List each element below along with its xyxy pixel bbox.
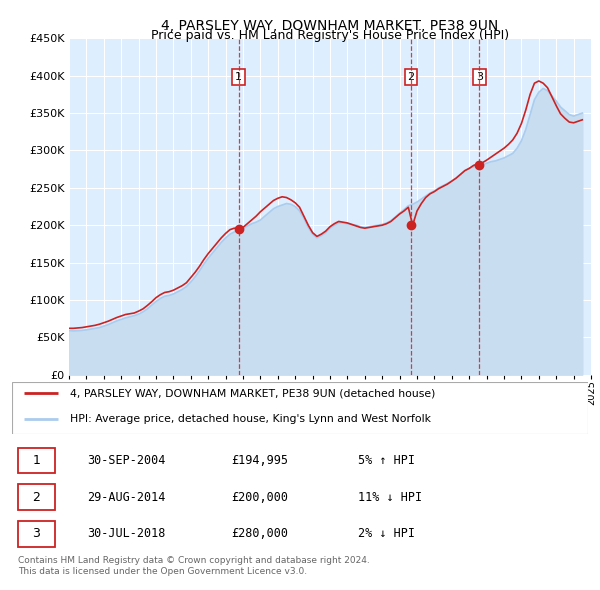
Text: 5% ↑ HPI: 5% ↑ HPI (358, 454, 415, 467)
Text: £200,000: £200,000 (231, 490, 288, 504)
Text: 4, PARSLEY WAY, DOWNHAM MARKET, PE38 9UN (detached house): 4, PARSLEY WAY, DOWNHAM MARKET, PE38 9UN… (70, 388, 435, 398)
Text: 3: 3 (476, 72, 483, 82)
Text: 3: 3 (32, 527, 40, 540)
Text: Contains HM Land Registry data © Crown copyright and database right 2024.
This d: Contains HM Land Registry data © Crown c… (18, 556, 370, 576)
Text: 30-SEP-2004: 30-SEP-2004 (87, 454, 165, 467)
Bar (18, 448, 55, 473)
Text: 4, PARSLEY WAY, DOWNHAM MARKET, PE38 9UN: 4, PARSLEY WAY, DOWNHAM MARKET, PE38 9UN (161, 19, 499, 33)
Text: 2: 2 (32, 490, 40, 504)
Text: 11% ↓ HPI: 11% ↓ HPI (358, 490, 422, 504)
Bar (18, 484, 55, 510)
Text: 2% ↓ HPI: 2% ↓ HPI (358, 527, 415, 540)
Text: 2: 2 (407, 72, 415, 82)
Bar (18, 521, 55, 546)
Text: 30-JUL-2018: 30-JUL-2018 (87, 527, 165, 540)
Text: £194,995: £194,995 (231, 454, 288, 467)
Text: HPI: Average price, detached house, King's Lynn and West Norfolk: HPI: Average price, detached house, King… (70, 414, 431, 424)
Text: 1: 1 (235, 72, 242, 82)
Text: Price paid vs. HM Land Registry's House Price Index (HPI): Price paid vs. HM Land Registry's House … (151, 30, 509, 42)
Text: 1: 1 (32, 454, 40, 467)
Text: 29-AUG-2014: 29-AUG-2014 (87, 490, 165, 504)
Text: £280,000: £280,000 (231, 527, 288, 540)
